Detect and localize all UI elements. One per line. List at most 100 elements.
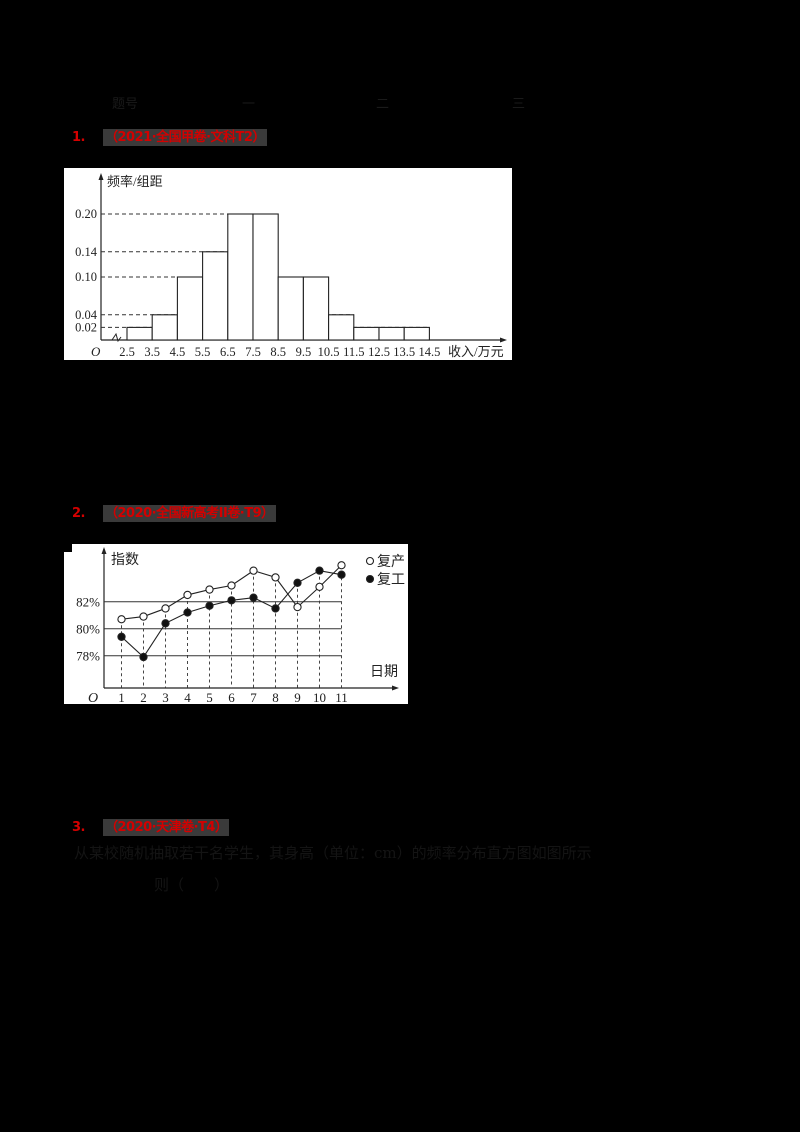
y-tick-label: 0.14 [75,245,98,259]
histogram-bar [202,251,229,341]
open-circle-marker-icon [315,582,324,591]
question-3-heading: 3. （2020·天津卷·T4） [72,816,230,836]
y-tick-label: 78% [76,649,100,664]
x-tick-label: 8 [272,690,279,704]
x-tick-label: 4.5 [170,345,186,359]
y-axis-arrow-icon [98,173,104,180]
x-tick-label: 7 [250,690,257,704]
x-axis-arrow-icon [392,685,399,691]
origin-label: O [91,344,101,359]
question-1-heading: 1. （2021·全国甲卷·文科T2） [72,126,267,146]
histogram-figure: 频率/组距 0.02 0.04 0.10 0.14 0.20 O 2.5 3.5 4.5 5.5 6.… [64,168,512,360]
y-tick-label: 0.20 [75,207,97,221]
x-tick-label: 14.5 [418,345,440,359]
open-circle-marker-icon [117,615,126,624]
histogram-chart: 频率/组距 0.020.04 0.10 0.14 0.20 O 2.5 3.5 4.5 5.5 6.… [75,173,507,359]
open-circle-marker-icon [293,602,302,612]
x-tick-label: 3 [162,690,169,704]
filled-circle-marker-icon [315,566,324,575]
filled-circle-marker-icon [161,619,170,628]
y-axis-label: 频率/组距 [107,174,163,189]
x-tick-label: 9 [294,690,301,704]
histogram-bar [227,213,254,341]
histogram-bar [353,326,380,341]
x-tick-label: 4 [184,690,191,704]
figure-corner-notch [64,544,72,552]
x-tick-label: 2.5 [119,345,135,359]
question-number: 3. [72,820,85,835]
open-circle-marker-icon [205,585,214,594]
line-chart-figure: 指数日期 78% 80% 82% 1 2 3 4 5 6 7 8 9 10 11 O 复产 复工 [64,544,408,706]
histogram-bar [378,326,405,341]
question-2-heading: 2. （2020·全国新高考II卷·T9） [72,502,276,522]
x-tick-label: 2 [140,690,147,704]
x-tick-label: 1 [118,690,125,704]
x-tick-label: 9.5 [296,345,312,359]
filled-circle-marker-icon [139,652,148,662]
filled-circle-marker-icon [183,608,192,617]
x-tick-label: 5 [206,690,213,704]
legend-open-circle-icon [365,556,375,566]
open-circle-marker-icon [337,561,346,570]
filled-circle-marker-icon [337,570,346,579]
open-circle-marker-icon [271,573,280,582]
header-glyph-4: 三 [512,97,526,112]
histogram-bar [328,314,355,341]
histogram-bar [126,326,153,341]
origin-label: O [88,691,98,704]
x-tick-label: 6 [228,690,235,704]
axis-break-icon [111,332,122,343]
open-circle-marker-icon [249,566,258,575]
filled-circle-marker-icon [293,578,302,587]
question-number: 2. [72,506,85,521]
filled-circle-marker-icon [117,632,126,641]
x-tick-label: 13.5 [393,345,415,359]
histogram-bar [252,213,279,341]
header-glyph-3: 二 [376,97,390,112]
x-tick-label: 3.5 [144,345,160,359]
x-tick-label: 11.5 [343,345,364,359]
y-tick-label: 82% [76,595,100,610]
open-circle-marker-icon [183,590,192,600]
x-tick-label: 6.5 [220,345,236,359]
question-source: （2020·天津卷·T4） [102,819,230,836]
histogram-bar [151,314,178,341]
header-glyph-1: 题号 [112,97,139,112]
question-3-body-line-2: 则（ ） [154,876,230,894]
x-axis-label: 日期 [370,664,398,680]
open-circle-marker-icon [139,612,148,621]
y-tick-label: 0.10 [75,270,97,284]
y-tick-label: 80% [76,622,100,637]
x-tick-label: 8.5 [270,345,286,359]
histogram-bar [302,276,330,341]
legend-label-fugong: 复工 [377,571,405,588]
question-3-body-line-1: 从某校随机抽取若干名学生，其身高（单位：cm）的频率分布直方图如图所示 [74,844,592,862]
filled-circle-marker-icon [205,601,214,610]
filled-circle-marker-icon [271,604,280,613]
histogram-bar [277,276,304,341]
x-tick-label: 7.5 [245,345,261,359]
x-axis-arrow-icon [500,337,507,343]
histogram-bar [176,276,204,341]
x-tick-label: 11 [335,690,348,704]
open-circle-marker-icon [227,581,236,590]
open-circle-marker-icon [161,604,170,613]
x-tick-label: 10.5 [318,345,340,359]
y-axis-label: 指数 [111,552,139,568]
x-tick-label: 5.5 [195,345,211,359]
legend-label-fuchan: 复产 [377,553,405,570]
x-tick-label: 10 [313,690,326,704]
question-source: （2020·全国新高考II卷·T9） [102,505,276,522]
filled-circle-marker-icon [227,596,236,605]
y-tick-label: 0.02 [75,320,97,334]
legend-filled-circle-icon [365,574,375,584]
x-axis-label: 收入/万元 [448,344,504,359]
filled-circle-marker-icon [249,593,258,602]
question-number: 1. [72,130,85,145]
histogram-bar [403,326,430,341]
question-source: （2021·全国甲卷·文科T2） [102,129,267,146]
y-tick-label: 0.04 [75,308,98,322]
x-tick-label: 12.5 [368,345,390,359]
y-axis-arrow-icon [101,547,107,554]
